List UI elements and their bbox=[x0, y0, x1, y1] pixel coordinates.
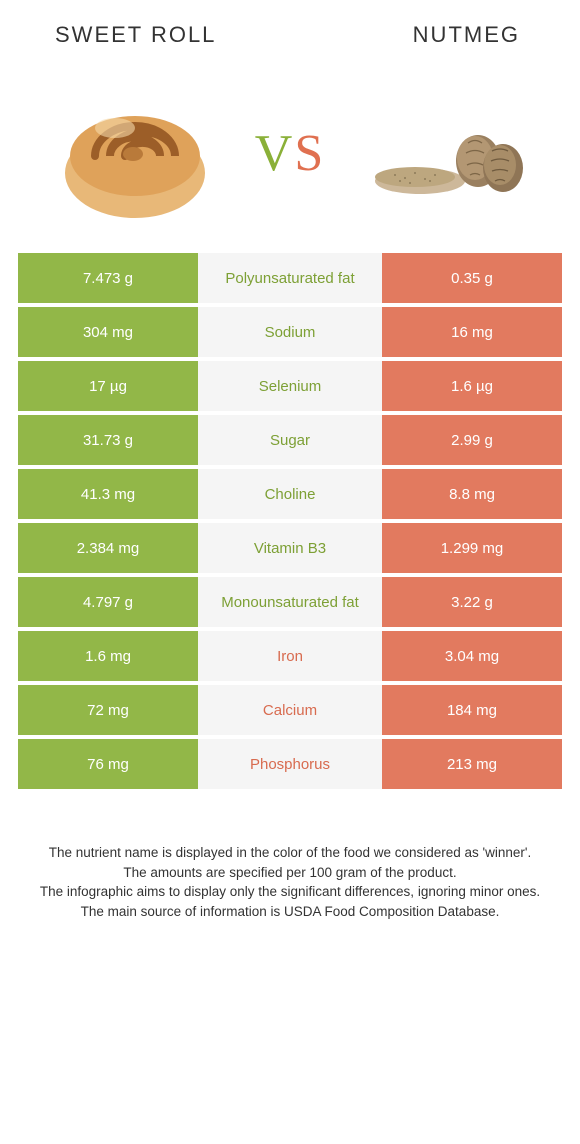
cell-nutrient-label: Monounsaturated fat bbox=[198, 577, 382, 627]
cell-left-value: 1.6 mg bbox=[18, 631, 198, 681]
cell-left-value: 76 mg bbox=[18, 739, 198, 789]
cell-left-value: 72 mg bbox=[18, 685, 198, 735]
cell-right-value: 8.8 mg bbox=[382, 469, 562, 519]
cell-left-value: 2.384 mg bbox=[18, 523, 198, 573]
table-row: 17 µgSelenium1.6 µg bbox=[18, 361, 562, 411]
comparison-table: 7.473 gPolyunsaturated fat0.35 g304 mgSo… bbox=[0, 253, 580, 789]
vs-label: VS bbox=[255, 124, 325, 183]
footer-line: The main source of information is USDA F… bbox=[35, 902, 545, 922]
table-row: 7.473 gPolyunsaturated fat0.35 g bbox=[18, 253, 562, 303]
cell-left-value: 17 µg bbox=[18, 361, 198, 411]
cell-left-value: 31.73 g bbox=[18, 415, 198, 465]
cell-right-value: 1.299 mg bbox=[382, 523, 562, 573]
cell-nutrient-label: Polyunsaturated fat bbox=[198, 253, 382, 303]
table-row: 2.384 mgVitamin B31.299 mg bbox=[18, 523, 562, 573]
footer-line: The nutrient name is displayed in the co… bbox=[35, 843, 545, 863]
cell-nutrient-label: Phosphorus bbox=[198, 739, 382, 789]
vs-v: V bbox=[255, 125, 295, 182]
food-title-right: Nutmeg bbox=[413, 22, 520, 48]
food-image-left bbox=[35, 68, 235, 238]
cell-nutrient-label: Iron bbox=[198, 631, 382, 681]
table-row: 304 mgSodium16 mg bbox=[18, 307, 562, 357]
table-row: 4.797 gMonounsaturated fat3.22 g bbox=[18, 577, 562, 627]
cell-nutrient-label: Sugar bbox=[198, 415, 382, 465]
cell-nutrient-label: Choline bbox=[198, 469, 382, 519]
food-image-right bbox=[345, 68, 545, 238]
table-row: 41.3 mgCholine8.8 mg bbox=[18, 469, 562, 519]
footer-line: The infographic aims to display only the… bbox=[35, 882, 545, 902]
cell-nutrient-label: Vitamin B3 bbox=[198, 523, 382, 573]
cell-nutrient-label: Selenium bbox=[198, 361, 382, 411]
cell-nutrient-label: Sodium bbox=[198, 307, 382, 357]
cell-right-value: 2.99 g bbox=[382, 415, 562, 465]
table-row: 72 mgCalcium184 mg bbox=[18, 685, 562, 735]
table-row: 76 mgPhosphorus213 mg bbox=[18, 739, 562, 789]
table-row: 1.6 mgIron3.04 mg bbox=[18, 631, 562, 681]
vs-s: S bbox=[294, 125, 325, 182]
cell-left-value: 4.797 g bbox=[18, 577, 198, 627]
cell-right-value: 0.35 g bbox=[382, 253, 562, 303]
cell-right-value: 184 mg bbox=[382, 685, 562, 735]
cell-right-value: 3.22 g bbox=[382, 577, 562, 627]
cell-right-value: 16 mg bbox=[382, 307, 562, 357]
cell-right-value: 3.04 mg bbox=[382, 631, 562, 681]
cell-left-value: 7.473 g bbox=[18, 253, 198, 303]
cell-nutrient-label: Calcium bbox=[198, 685, 382, 735]
food-title-left: Sweet roll bbox=[55, 22, 216, 48]
cell-right-value: 213 mg bbox=[382, 739, 562, 789]
cell-right-value: 1.6 µg bbox=[382, 361, 562, 411]
cell-left-value: 304 mg bbox=[18, 307, 198, 357]
cell-left-value: 41.3 mg bbox=[18, 469, 198, 519]
footer-notes: The nutrient name is displayed in the co… bbox=[0, 793, 580, 921]
table-row: 31.73 gSugar2.99 g bbox=[18, 415, 562, 465]
footer-line: The amounts are specified per 100 gram o… bbox=[35, 863, 545, 883]
